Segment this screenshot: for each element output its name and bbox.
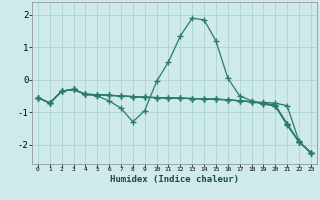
- X-axis label: Humidex (Indice chaleur): Humidex (Indice chaleur): [110, 175, 239, 184]
